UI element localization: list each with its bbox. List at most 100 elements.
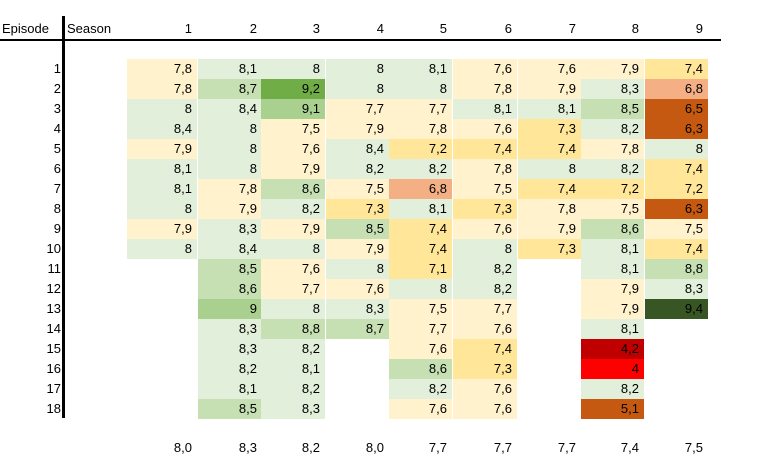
rating-cell: 8,1 [198, 59, 262, 79]
rating-cell: 8,4 [326, 139, 389, 159]
rating-cell: 8,2 [261, 339, 325, 359]
episode-label: 3 [53, 101, 61, 116]
rating-cell: 8,1 [453, 99, 517, 119]
rating-cell: 8,5 [198, 259, 262, 279]
season-average: 7,4 [620, 440, 639, 455]
rating-cell: 8,4 [198, 99, 262, 119]
rating-cell: 8 [389, 79, 452, 99]
rating-cell: 8,3 [198, 219, 262, 239]
rating-cell: 8 [326, 259, 389, 279]
rating-cell: 6,3 [645, 119, 708, 139]
rating-cell: 8,3 [198, 339, 262, 359]
episode-label: 8 [53, 201, 61, 216]
rating-cell: 7,9 [581, 59, 644, 79]
rating-cell: 8,5 [326, 219, 389, 239]
rating-cell: 7,6 [453, 59, 517, 79]
rating-cell: 7,9 [261, 219, 325, 239]
rating-cell: 7,4 [453, 139, 517, 159]
rating-cell: 8 [261, 299, 325, 319]
rating-cell: 8,3 [645, 279, 708, 299]
rating-cell: 8 [645, 139, 708, 159]
rating-cell: 8,6 [581, 219, 644, 239]
rating-cell: 8,2 [261, 199, 325, 219]
rating-cell: 8,1 [518, 99, 581, 119]
rating-cell: 7,2 [581, 179, 644, 199]
rating-cell: 8,8 [261, 319, 325, 339]
rating-cell: 8,5 [198, 399, 262, 419]
rating-cell: 7,6 [453, 219, 517, 239]
season-header: 2 [249, 21, 257, 36]
rating-cell: 7,3 [518, 119, 581, 139]
rating-cell: 7,8 [453, 159, 517, 179]
rating-cell: 7,5 [581, 199, 644, 219]
rating-cell: 9 [198, 299, 262, 319]
rating-cell: 8 [389, 279, 452, 299]
rating-cell: 7,5 [453, 179, 517, 199]
season-header: 4 [376, 21, 384, 36]
rating-cell: 7,4 [389, 239, 452, 259]
episode-label: 4 [53, 121, 61, 136]
episode-label: 13 [46, 301, 61, 316]
rating-cell: 7,9 [581, 279, 644, 299]
rating-cell: 7,9 [261, 159, 325, 179]
rating-cell: 7,8 [127, 79, 197, 99]
rating-cell: 7,4 [645, 239, 708, 259]
rating-cell: 7,8 [127, 59, 197, 79]
rating-cell: 8,1 [198, 379, 262, 399]
rating-cell: 8 [127, 199, 197, 219]
rating-cell: 8 [326, 59, 389, 79]
rating-cell: 7,9 [581, 299, 644, 319]
rating-cell: 7,6 [453, 379, 517, 399]
rating-cell: 7,8 [518, 199, 581, 219]
rating-cell: 8,2 [389, 159, 452, 179]
rating-cell: 8,1 [389, 199, 452, 219]
column-header-divider [0, 39, 721, 41]
episode-label: 11 [47, 261, 62, 276]
rating-cell: 8,4 [127, 119, 197, 139]
episode-label: 16 [46, 361, 61, 376]
season-header: 1 [184, 21, 192, 36]
rating-cell: 8,6 [198, 279, 262, 299]
season-average: 7,5 [684, 440, 703, 455]
rating-cell: 7,5 [326, 179, 389, 199]
rating-cell: 7,3 [453, 199, 517, 219]
rating-cell: 6,8 [389, 179, 452, 199]
rating-cell: 8,1 [581, 319, 644, 339]
rating-cell: 8 [453, 239, 517, 259]
rating-cell: 7,3 [326, 199, 389, 219]
rating-cell: 7,7 [453, 299, 517, 319]
episode-label: 7 [53, 181, 61, 196]
rating-cell: 7,7 [389, 319, 452, 339]
rating-cell: 7,1 [389, 259, 452, 279]
rating-cell: 7,8 [453, 79, 517, 99]
rating-cell: 7,9 [198, 199, 262, 219]
season-header: 6 [504, 21, 512, 36]
rating-cell: 8 [127, 239, 197, 259]
rating-cell: 7,9 [518, 219, 581, 239]
rating-cell: 8,3 [581, 79, 644, 99]
rating-cell: 8 [198, 119, 262, 139]
rating-cell: 8,2 [389, 379, 452, 399]
rating-cell: 7,8 [389, 119, 452, 139]
season-header: 9 [695, 21, 703, 36]
rating-cell: 8,1 [261, 359, 325, 379]
rating-cell: 8,1 [581, 239, 644, 259]
rating-cell: 8,1 [389, 59, 452, 79]
episode-axis-label: Episode [2, 21, 49, 36]
rating-cell: 8,1 [127, 159, 197, 179]
season-axis-label: Season [67, 21, 112, 36]
rating-cell: 9,4 [645, 299, 708, 319]
season-average: 7,7 [557, 440, 576, 455]
rating-cell: 7,6 [453, 119, 517, 139]
rating-cell: 8,6 [389, 359, 452, 379]
rating-cell: 8 [326, 79, 389, 99]
episode-label: 12 [46, 281, 61, 296]
episode-label: 5 [53, 141, 61, 156]
rating-cell: 8,1 [127, 179, 197, 199]
rating-cell: 8,5 [581, 99, 644, 119]
season-average: 7,7 [493, 440, 512, 455]
rating-cell: 7,5 [389, 299, 452, 319]
rating-cell: 8 [261, 59, 325, 79]
rating-cell: 7,7 [389, 99, 452, 119]
season-average: 8,2 [301, 440, 320, 455]
